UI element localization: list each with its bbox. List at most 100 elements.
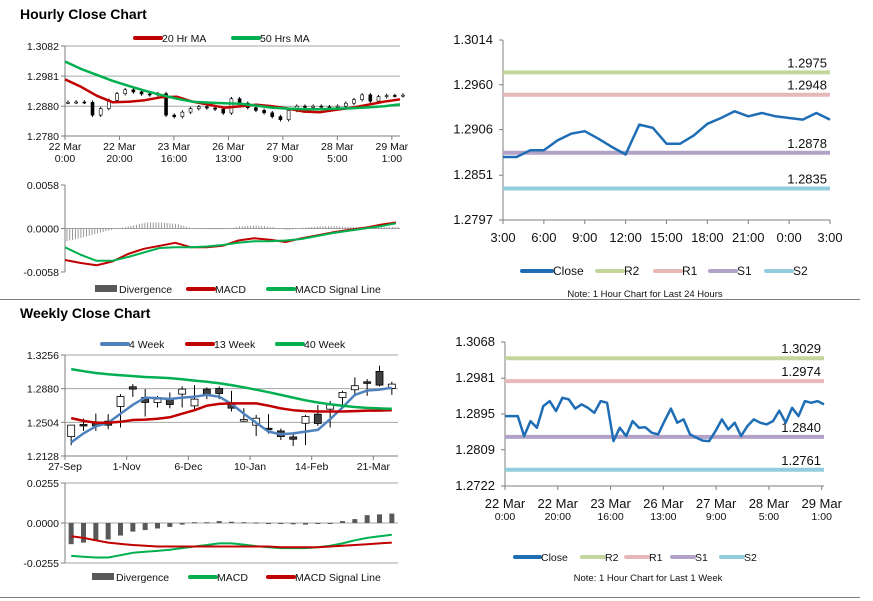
- close-line: [503, 110, 831, 159]
- legend-label: MACD: [215, 284, 246, 296]
- candle-body: [319, 105, 324, 108]
- legend-label: 40 Week: [304, 339, 346, 351]
- x-tick-label: 1:00: [382, 153, 403, 165]
- y-tick-label: 1.2504: [27, 417, 59, 429]
- y-tick-label: 1.2981: [27, 71, 59, 83]
- legend-label: 20 Hr MA: [162, 33, 206, 45]
- y-tick-label: 1.3082: [27, 41, 59, 53]
- candle-body: [338, 392, 347, 398]
- candle-body: [178, 388, 187, 395]
- y-tick-label: 1.2797: [453, 212, 493, 227]
- y-tick-label: 1.2981: [455, 370, 495, 385]
- candle-body: [172, 114, 177, 117]
- x-tick-label: 1:00: [812, 511, 833, 523]
- legend-label: Close: [541, 552, 568, 564]
- x-tick-label: 29 Mar: [375, 141, 408, 153]
- series-line-macd-signal-line: [64, 222, 397, 262]
- legend-label: Divergence: [119, 284, 172, 296]
- candle-body: [82, 101, 87, 104]
- candle-body: [164, 93, 168, 116]
- weekly-chart-title: Weekly Close Chart: [20, 305, 151, 321]
- legend-label: 4 Week: [129, 339, 165, 351]
- chart-note: Note: 1 Hour Chart for Last 1 Week: [574, 573, 723, 584]
- legend-label: Divergence: [116, 572, 169, 584]
- x-tick-label: 0:00: [776, 230, 801, 245]
- candle-body: [153, 398, 162, 403]
- candle-body: [375, 370, 384, 386]
- legend-label: Close: [553, 264, 584, 278]
- candle-body: [344, 102, 348, 107]
- x-tick-label: 13:00: [650, 511, 676, 523]
- candle-body: [262, 110, 266, 114]
- y-tick-label: 0.0000: [27, 224, 59, 236]
- divergence-bar: [68, 523, 74, 545]
- x-tick-label: 5:00: [327, 153, 348, 165]
- x-tick-label: 22 Mar: [49, 141, 82, 153]
- x-tick-label: 16:00: [597, 511, 623, 523]
- level-label-r1: 1.2974: [781, 364, 821, 379]
- level-label-s2: 1.2835: [787, 171, 827, 186]
- y-tick-label: 1.3256: [27, 350, 59, 362]
- divergence-bar: [389, 513, 395, 523]
- divergence-bar: [340, 521, 345, 523]
- x-tick-label: 21-Mar: [357, 461, 391, 473]
- x-tick-label: 22 Mar: [103, 141, 136, 153]
- y-tick-label: -0.0058: [23, 267, 59, 279]
- series-line-50-hrs-ma: [64, 60, 401, 111]
- divergence-bar: [303, 523, 308, 525]
- divergence-bar: [167, 523, 173, 527]
- legend-label: 50 Hrs MA: [260, 33, 310, 45]
- candle-body: [131, 89, 136, 93]
- x-tick-label: 3:00: [490, 230, 515, 245]
- series-line-40-week: [70, 367, 392, 411]
- y-tick-label: 1.2880: [27, 384, 59, 396]
- candle-body: [286, 110, 291, 120]
- divergence-bar: [118, 523, 123, 536]
- x-tick-label: 27-Sep: [48, 461, 82, 473]
- x-tick-label: 16:00: [161, 153, 187, 165]
- x-tick-label: 9:00: [706, 511, 727, 523]
- level-label-r2: 1.2975: [787, 55, 827, 70]
- x-tick-label: 5:00: [759, 511, 780, 523]
- x-tick-label: 20:00: [545, 511, 571, 523]
- divergence-bar: [278, 523, 284, 524]
- divergence-bar: [179, 523, 185, 525]
- divergence-bar: [290, 523, 296, 525]
- candle-body: [139, 91, 144, 95]
- divergence-bar: [142, 523, 148, 531]
- candle-body: [115, 93, 119, 101]
- x-tick-label: 23 Mar: [590, 496, 631, 511]
- divergence-bar: [130, 523, 136, 532]
- series-line-macd-signal-line: [71, 535, 392, 549]
- divergence-bar: [253, 522, 259, 524]
- y-tick-label: 1.2895: [455, 406, 495, 421]
- legend-label: R1: [649, 552, 663, 564]
- x-tick-label: 29 Mar: [801, 496, 842, 511]
- level-label-r2: 1.3029: [781, 341, 821, 356]
- candle-body: [313, 413, 322, 424]
- candle-body: [147, 93, 152, 96]
- legend-label: R1: [682, 264, 698, 278]
- candle-body: [90, 102, 95, 116]
- candle-body: [278, 116, 283, 120]
- divergence-bar: [352, 519, 358, 523]
- divergence-bar: [81, 523, 86, 543]
- legend-label: S2: [793, 264, 808, 278]
- y-tick-label: 1.3014: [453, 32, 493, 47]
- x-tick-label: 0:00: [495, 511, 516, 523]
- x-tick-label: 14-Feb: [295, 461, 328, 473]
- x-tick-label: 13:00: [215, 153, 241, 165]
- candle-body: [401, 94, 405, 97]
- candle-body: [215, 388, 224, 394]
- divergence-bar: [155, 523, 160, 529]
- candle-body: [301, 416, 310, 424]
- candle-body: [289, 436, 298, 440]
- close-line: [505, 396, 825, 443]
- x-tick-label: 21:00: [732, 230, 765, 245]
- x-tick-label: 12:00: [609, 230, 642, 245]
- x-tick-label: 9:00: [572, 230, 597, 245]
- y-tick-label: 1.2960: [453, 77, 493, 92]
- candle-body: [66, 102, 70, 104]
- divergence-bar: [105, 523, 111, 540]
- x-tick-label: 6:00: [531, 230, 556, 245]
